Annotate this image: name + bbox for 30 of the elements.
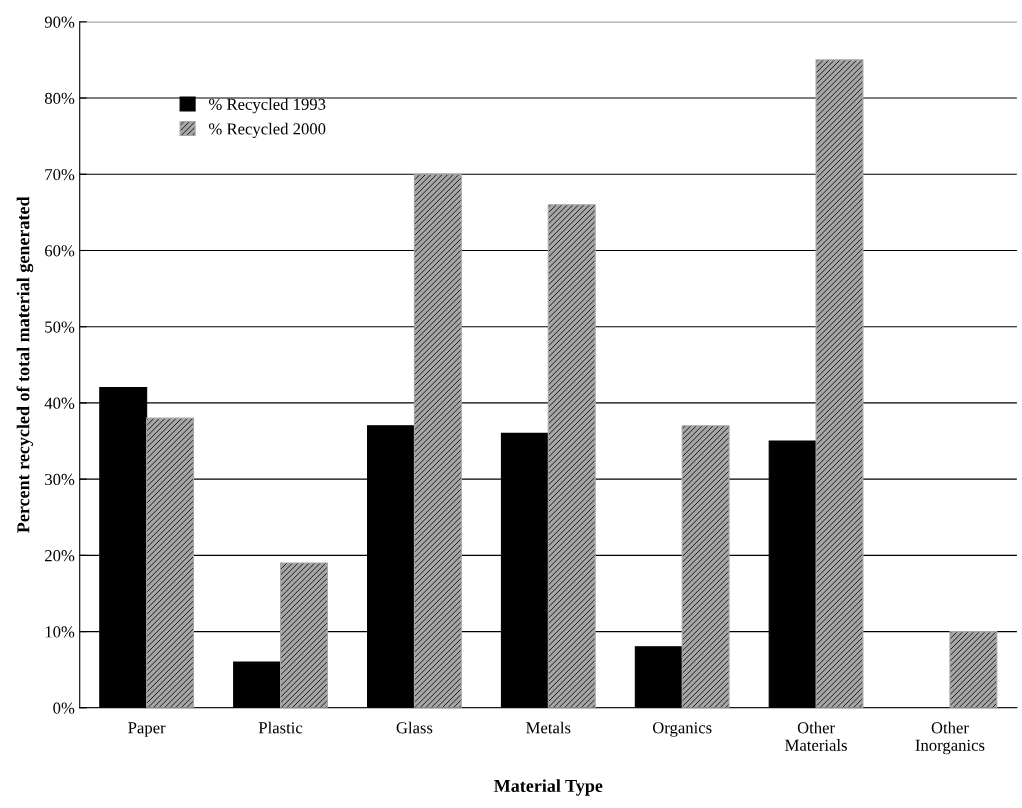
bar	[634, 646, 683, 708]
bar	[547, 204, 596, 708]
x-tick-label: Glass	[396, 721, 433, 734]
x-tick-label: Organics	[652, 722, 712, 737]
legend-label: % Recycled 2000	[209, 122, 326, 138]
x-axis-title: Material Type	[494, 779, 603, 796]
bar	[146, 417, 195, 708]
y-tick-label: 20%	[45, 550, 75, 562]
bar	[815, 59, 864, 708]
y-tick-label: 10%	[45, 626, 75, 638]
bar	[279, 562, 328, 708]
x-tick-label: Other Inorganics	[915, 721, 985, 755]
y-tick-label: 30%	[45, 473, 75, 486]
x-tick-label: Paper	[128, 722, 166, 737]
y-tick-label: 60%	[45, 245, 75, 257]
y-tick-label: 50%	[45, 321, 75, 333]
y-tick-label: 40%	[44, 397, 75, 409]
x-tick-label: Plastic	[258, 721, 303, 734]
bar	[949, 631, 998, 708]
x-tick-label: Other Materials	[785, 721, 847, 751]
y-axis-title: Percent recycled of total material generated	[16, 196, 34, 533]
y-tick-label: 70%	[45, 168, 75, 181]
y-tick-label: 80%	[44, 92, 75, 105]
bar	[681, 425, 730, 708]
y-tick-label: 0%	[53, 702, 75, 714]
y-tick-label: 90%	[44, 16, 75, 28]
legend-label: % Recycled 1993	[209, 98, 326, 114]
x-tick-label: Metals	[526, 721, 571, 734]
bar	[233, 661, 282, 708]
bar	[413, 173, 462, 708]
